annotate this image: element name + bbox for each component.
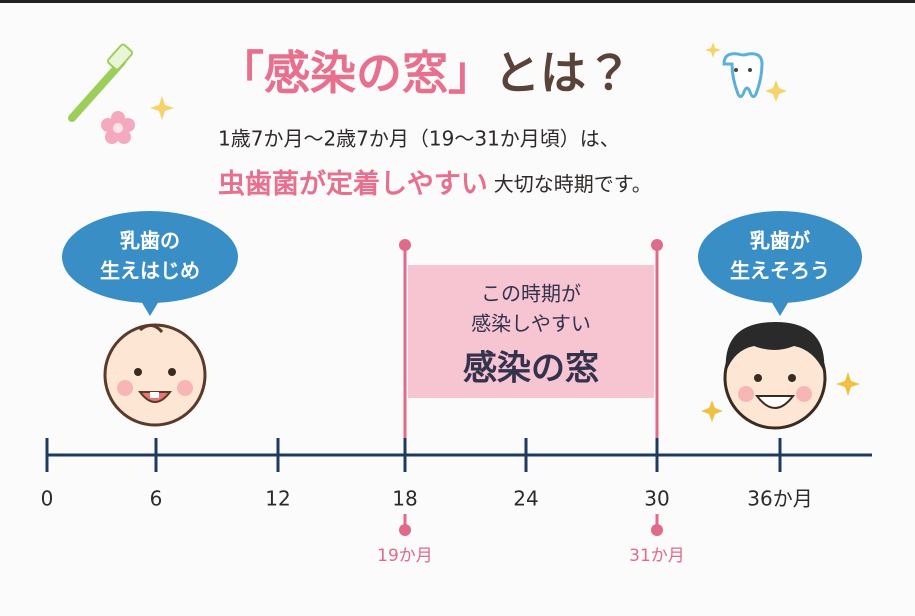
window-label: 感染の窓 bbox=[463, 349, 599, 389]
window-dot bbox=[651, 239, 663, 251]
marker-label: 31か月 bbox=[629, 546, 685, 566]
baby-face bbox=[103, 323, 207, 427]
window-dot bbox=[399, 239, 411, 251]
tooth-icon bbox=[722, 52, 764, 99]
title-rest: とは？ bbox=[494, 46, 632, 100]
tick-group: 0 6 12 18 24 30 36か月 bbox=[41, 438, 813, 511]
speech-bubble: 乳歯が 生えそろう bbox=[698, 211, 862, 316]
top-border bbox=[0, 0, 915, 3]
bubble-text: 生えそろう bbox=[730, 259, 830, 283]
tick-label: 36か月 bbox=[747, 487, 812, 511]
bubble-text: 乳歯が bbox=[750, 229, 810, 253]
tick-label: 24 bbox=[513, 487, 538, 511]
sparkle bbox=[701, 400, 723, 422]
tick-label: 6 bbox=[150, 487, 163, 511]
sparkle bbox=[150, 96, 174, 120]
title-highlight: 「感染の窓」 bbox=[218, 46, 494, 100]
subtitle-highlight: 虫歯菌が定着しやすい bbox=[218, 168, 488, 200]
marker-dot bbox=[651, 524, 663, 536]
bubble-text: 乳歯の bbox=[120, 229, 180, 253]
sparkle bbox=[765, 80, 787, 102]
marker-group: 19か月 31か月 bbox=[377, 514, 685, 566]
boy-face bbox=[723, 322, 827, 430]
subtitle-rest: 大切な時期です。 bbox=[494, 172, 652, 196]
bubble-text: 生えはじめ bbox=[100, 259, 200, 283]
title: 「感染の窓」とは？ bbox=[218, 46, 632, 100]
tick-label: 18 bbox=[392, 487, 417, 511]
sparkle bbox=[836, 372, 860, 396]
window-box bbox=[408, 265, 654, 398]
toothbrush bbox=[68, 43, 133, 122]
marker-dot bbox=[399, 524, 411, 536]
window-text: 感染しやすい bbox=[471, 312, 591, 336]
tick-label: 30 bbox=[644, 487, 669, 511]
tick-label: 0 bbox=[41, 487, 54, 511]
tick-label: 12 bbox=[265, 487, 290, 511]
flower bbox=[101, 111, 135, 144]
sparkle bbox=[705, 42, 721, 58]
subtitle-line: 1歳7か月～2歳7か月（19～31か月頃）は、 bbox=[218, 127, 620, 151]
subtitle-line: 虫歯菌が定着しやすい 大切な時期です。 bbox=[218, 168, 652, 200]
speech-bubble: 乳歯の 生えはじめ bbox=[62, 211, 238, 316]
window-text: この時期が bbox=[481, 282, 581, 306]
marker-label: 19か月 bbox=[377, 546, 433, 566]
